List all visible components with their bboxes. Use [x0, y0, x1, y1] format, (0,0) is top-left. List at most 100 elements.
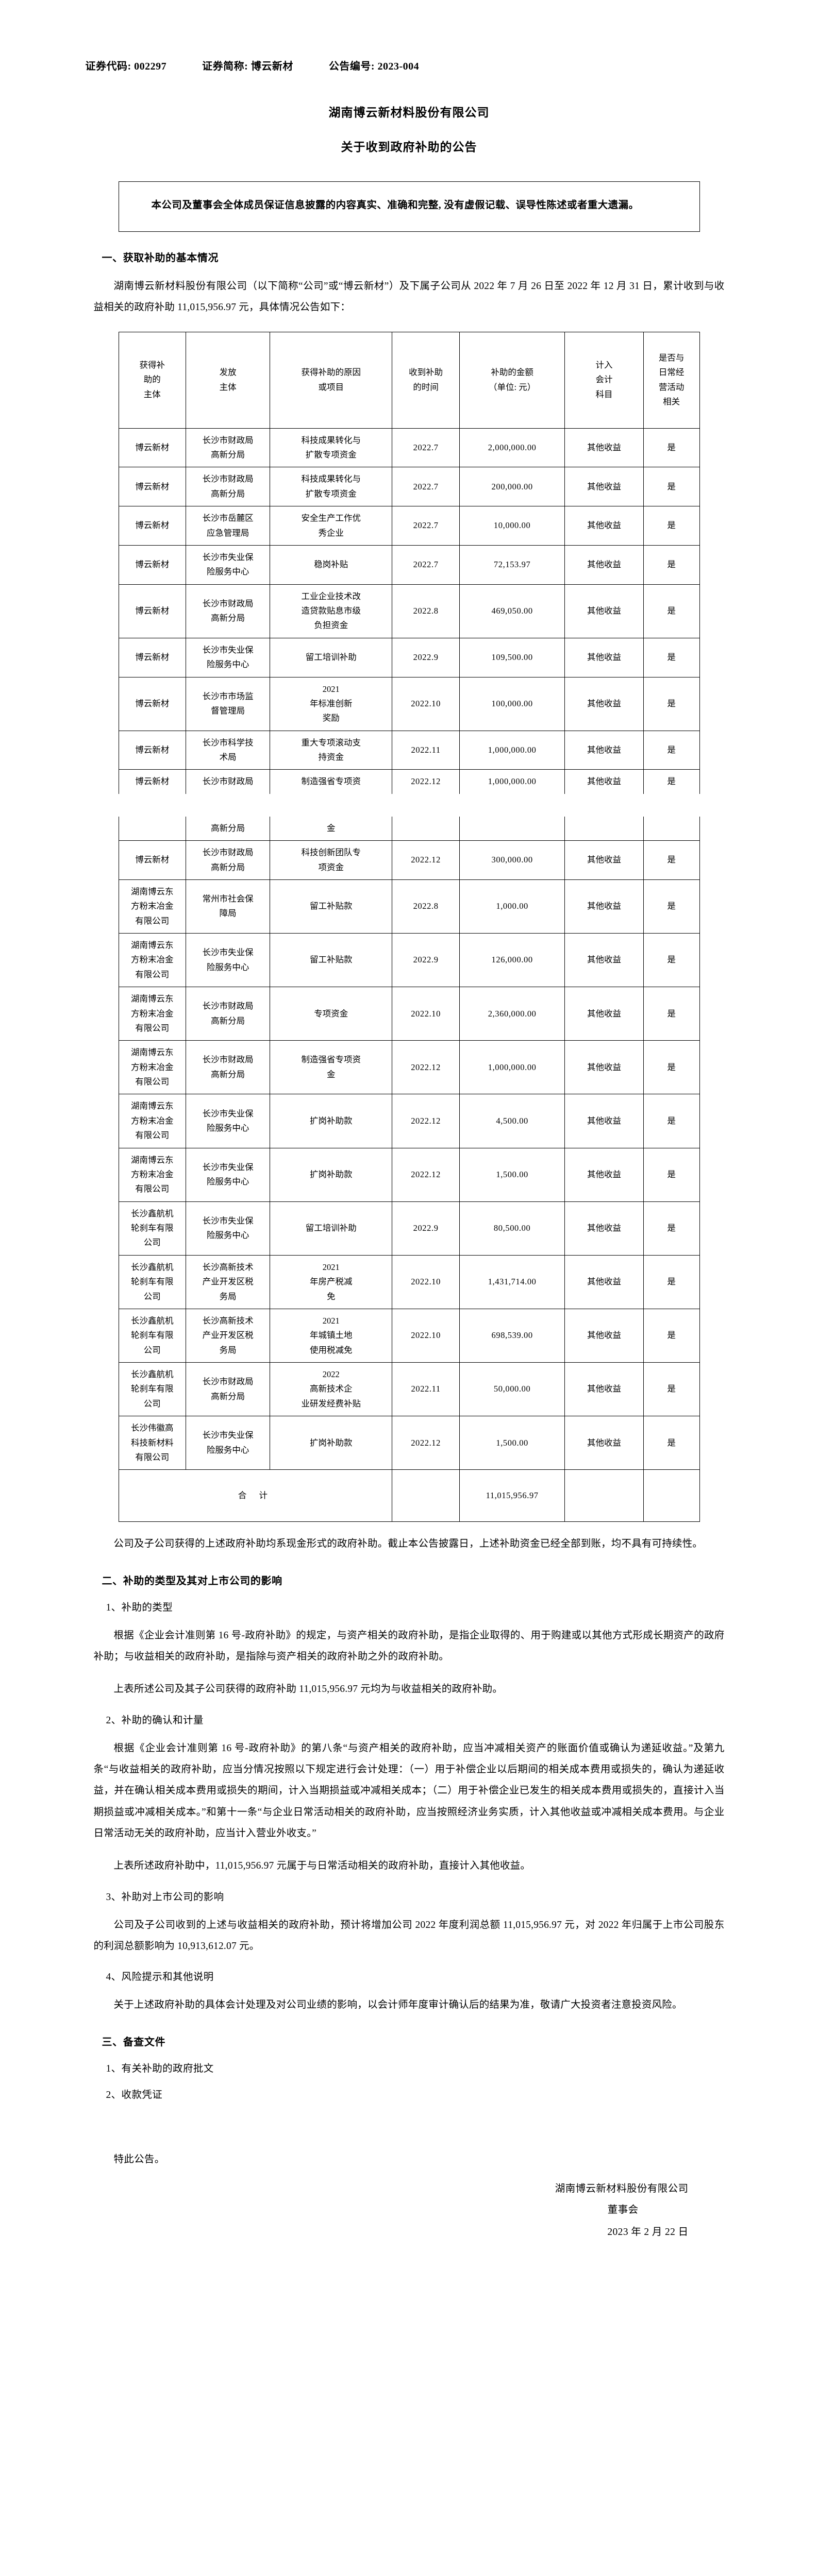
- cell-subject: [118, 816, 187, 841]
- cell-reason: 2021 年标准创新 奖励: [270, 676, 393, 731]
- cell-line: 科技新材料: [131, 1437, 174, 1448]
- cell-line: 博云新材: [135, 606, 170, 616]
- company-title: 湖南博云新材料股份有限公司: [328, 106, 490, 119]
- cell-line: 是: [667, 955, 676, 965]
- cell-line: 2022.9: [413, 1223, 439, 1233]
- cell-line: 是: [667, 1062, 676, 1072]
- cell-line: 博云新材: [135, 855, 170, 865]
- cell-amount: 300,000.00: [459, 840, 565, 880]
- cell-line: 高新分局: [211, 862, 245, 872]
- cell-line: 长沙市财政局: [202, 435, 254, 445]
- cell-line: 险服务中心: [206, 1177, 249, 1187]
- cell-line: 有限公司: [135, 1077, 170, 1087]
- cell-line: 200,000.00: [491, 481, 533, 492]
- cell-line: 是: [667, 442, 676, 452]
- cell-subject: 博云新材: [118, 730, 187, 770]
- cell-line: 2021: [322, 684, 340, 694]
- col-header-line: 获得补: [139, 360, 165, 370]
- cell-line: 1,000,000.00: [488, 744, 537, 755]
- cell-daily: 是: [643, 467, 700, 507]
- cell-line: 2022.8: [413, 606, 439, 616]
- cell-daily: 是: [643, 933, 700, 988]
- cell-line: 72,153.97: [493, 560, 531, 570]
- cell-subject: 湖南博云东 方粉末冶金 有限公司: [118, 1040, 187, 1095]
- cell-line: 其他收益: [587, 698, 622, 708]
- table-row: 长沙伟徽高 科技新材料 有限公司 长沙市失业保 险服务中心 扩岗补助款 2022.12 1,5…: [118, 1416, 700, 1470]
- cell-line: 湖南博云东: [131, 994, 174, 1004]
- page-break-spacer: [119, 794, 699, 817]
- cell-line: 长沙市岳麓区: [202, 513, 254, 523]
- section-2-heading: 二、补助的类型及其对上市公司的影响: [102, 1575, 282, 1587]
- cell-line: 博云新材: [135, 776, 170, 787]
- cell-line: 126,000.00: [491, 955, 533, 965]
- total-label: 合 计: [118, 1469, 393, 1522]
- cell-issuer: 长沙市失业保 险服务中心: [186, 1094, 271, 1148]
- section-2-sub-2-p2: 上表所述政府补助中，11,015,956.97 元属于与日常活动相关的政府补助，…: [113, 1860, 531, 1872]
- section-2-sub-2-p1: 根据《企业会计准则第 16 号-政府补助》的第八条“与资产相关的政府补助，应当冲…: [93, 1742, 725, 1839]
- cell-subject: 湖南博云东 方粉末冶金 有限公司: [118, 1147, 187, 1202]
- cell-daily: 是: [643, 584, 700, 638]
- cell-line: 50,000.00: [493, 1384, 531, 1394]
- cell-subject: 博云新材: [118, 637, 187, 677]
- cell-amount: [459, 816, 565, 841]
- cell-line: 2021: [322, 1262, 340, 1272]
- cell-amount: 469,050.00: [459, 584, 565, 638]
- cell-line: 长沙市财政局: [202, 474, 254, 484]
- cell-line: 年房产税减: [310, 1277, 353, 1287]
- cell-line: 产业开发区税: [202, 1330, 254, 1341]
- cell-line: 是: [667, 481, 676, 492]
- cell-subject: 长沙鑫航机 轮刹车有限 公司: [118, 1362, 187, 1417]
- cell-account: 其他收益: [564, 769, 644, 794]
- cell-line: 是: [667, 560, 676, 570]
- cell-line: 产业开发区税: [202, 1277, 254, 1287]
- section-1-paragraph: 湖南博云新材料股份有限公司（以下简称“公司”或“博云新材”）及下属子公司从 20…: [93, 280, 725, 313]
- cell-issuer: 长沙高新技术 产业开发区税 务局: [186, 1308, 271, 1363]
- cell-amount: 2,000,000.00: [459, 428, 565, 468]
- cell-line: 80,500.00: [493, 1223, 531, 1233]
- cell-line: 是: [667, 652, 676, 662]
- cell-line: 有限公司: [135, 1130, 170, 1141]
- cell-line: 2022.12: [411, 1062, 441, 1072]
- table-row: 长沙鑫航机 轮刹车有限 公司 长沙市财政局 高新分局 2022 高新技术企 业研发经费补贴 20…: [118, 1362, 700, 1417]
- cell-line: 高新分局: [211, 1015, 245, 1026]
- cell-line: 秀企业: [318, 528, 344, 538]
- cell-amount: 80,500.00: [459, 1201, 565, 1256]
- cell-line: 2022.10: [411, 698, 441, 708]
- cell-account: 其他收益: [564, 1308, 644, 1363]
- cell-reason: 制造强省专项资金: [270, 1040, 393, 1095]
- cell-amount: 50,000.00: [459, 1362, 565, 1417]
- cell-daily: 是: [643, 1147, 700, 1202]
- cell-line: 1,500.00: [496, 1169, 528, 1179]
- document-header: 证券代码: 002297 证券简称: 博云新材 公告编号: 2023-004: [86, 27, 744, 73]
- cell-account: 其他收益: [564, 506, 644, 546]
- cell-date: 2022.12: [392, 840, 460, 880]
- cell-subject: 长沙鑫航机 轮刹车有限 公司: [118, 1308, 187, 1363]
- cell-amount: 1,500.00: [459, 1416, 565, 1470]
- cell-account: 其他收益: [564, 428, 644, 468]
- cell-line: 其他收益: [587, 652, 622, 662]
- cell-reason: 制造强省专项资: [270, 769, 393, 794]
- cell-account: 其他收益: [564, 987, 644, 1041]
- cell-line: 是: [667, 606, 676, 616]
- cell-date: 2022.9: [392, 637, 460, 677]
- cell-line: 是: [667, 1169, 676, 1179]
- table-row: 高新分局 金: [118, 816, 700, 841]
- section-3-item-2: 2、收款凭证: [106, 2089, 163, 2100]
- cell-amount: 1,000,000.00: [459, 730, 565, 770]
- table-row: 博云新材 长沙市财政局 高新分局 科技创新团队专 项资金 2022.12 300,000.0…: [118, 840, 700, 880]
- cell-line: 金: [327, 1069, 336, 1079]
- section-2-sub-4-p1: 关于上述政府补助的具体会计处理及对公司业绩的影响，以会计师年度审计确认后的结果为…: [113, 1999, 682, 2011]
- cell-line: 轮刹车有限: [131, 1277, 174, 1287]
- cell-line: 科技成果转化与: [301, 474, 361, 484]
- cell-line: 留工培训补助: [305, 1223, 357, 1233]
- cell-line: 扩岗补助款: [310, 1437, 353, 1448]
- cell-line: 1,000.00: [496, 901, 528, 911]
- cell-line: 博云新材: [135, 520, 170, 531]
- cell-issuer: 长沙市财政局 高新分局: [186, 1040, 271, 1095]
- cell-line: 长沙市失业保: [202, 645, 254, 655]
- cell-line: 有限公司: [135, 1452, 170, 1462]
- cell-line: 博云新材: [135, 442, 170, 452]
- cell-reason: 留工补贴款: [270, 879, 393, 934]
- total-blank-date: [392, 1469, 460, 1522]
